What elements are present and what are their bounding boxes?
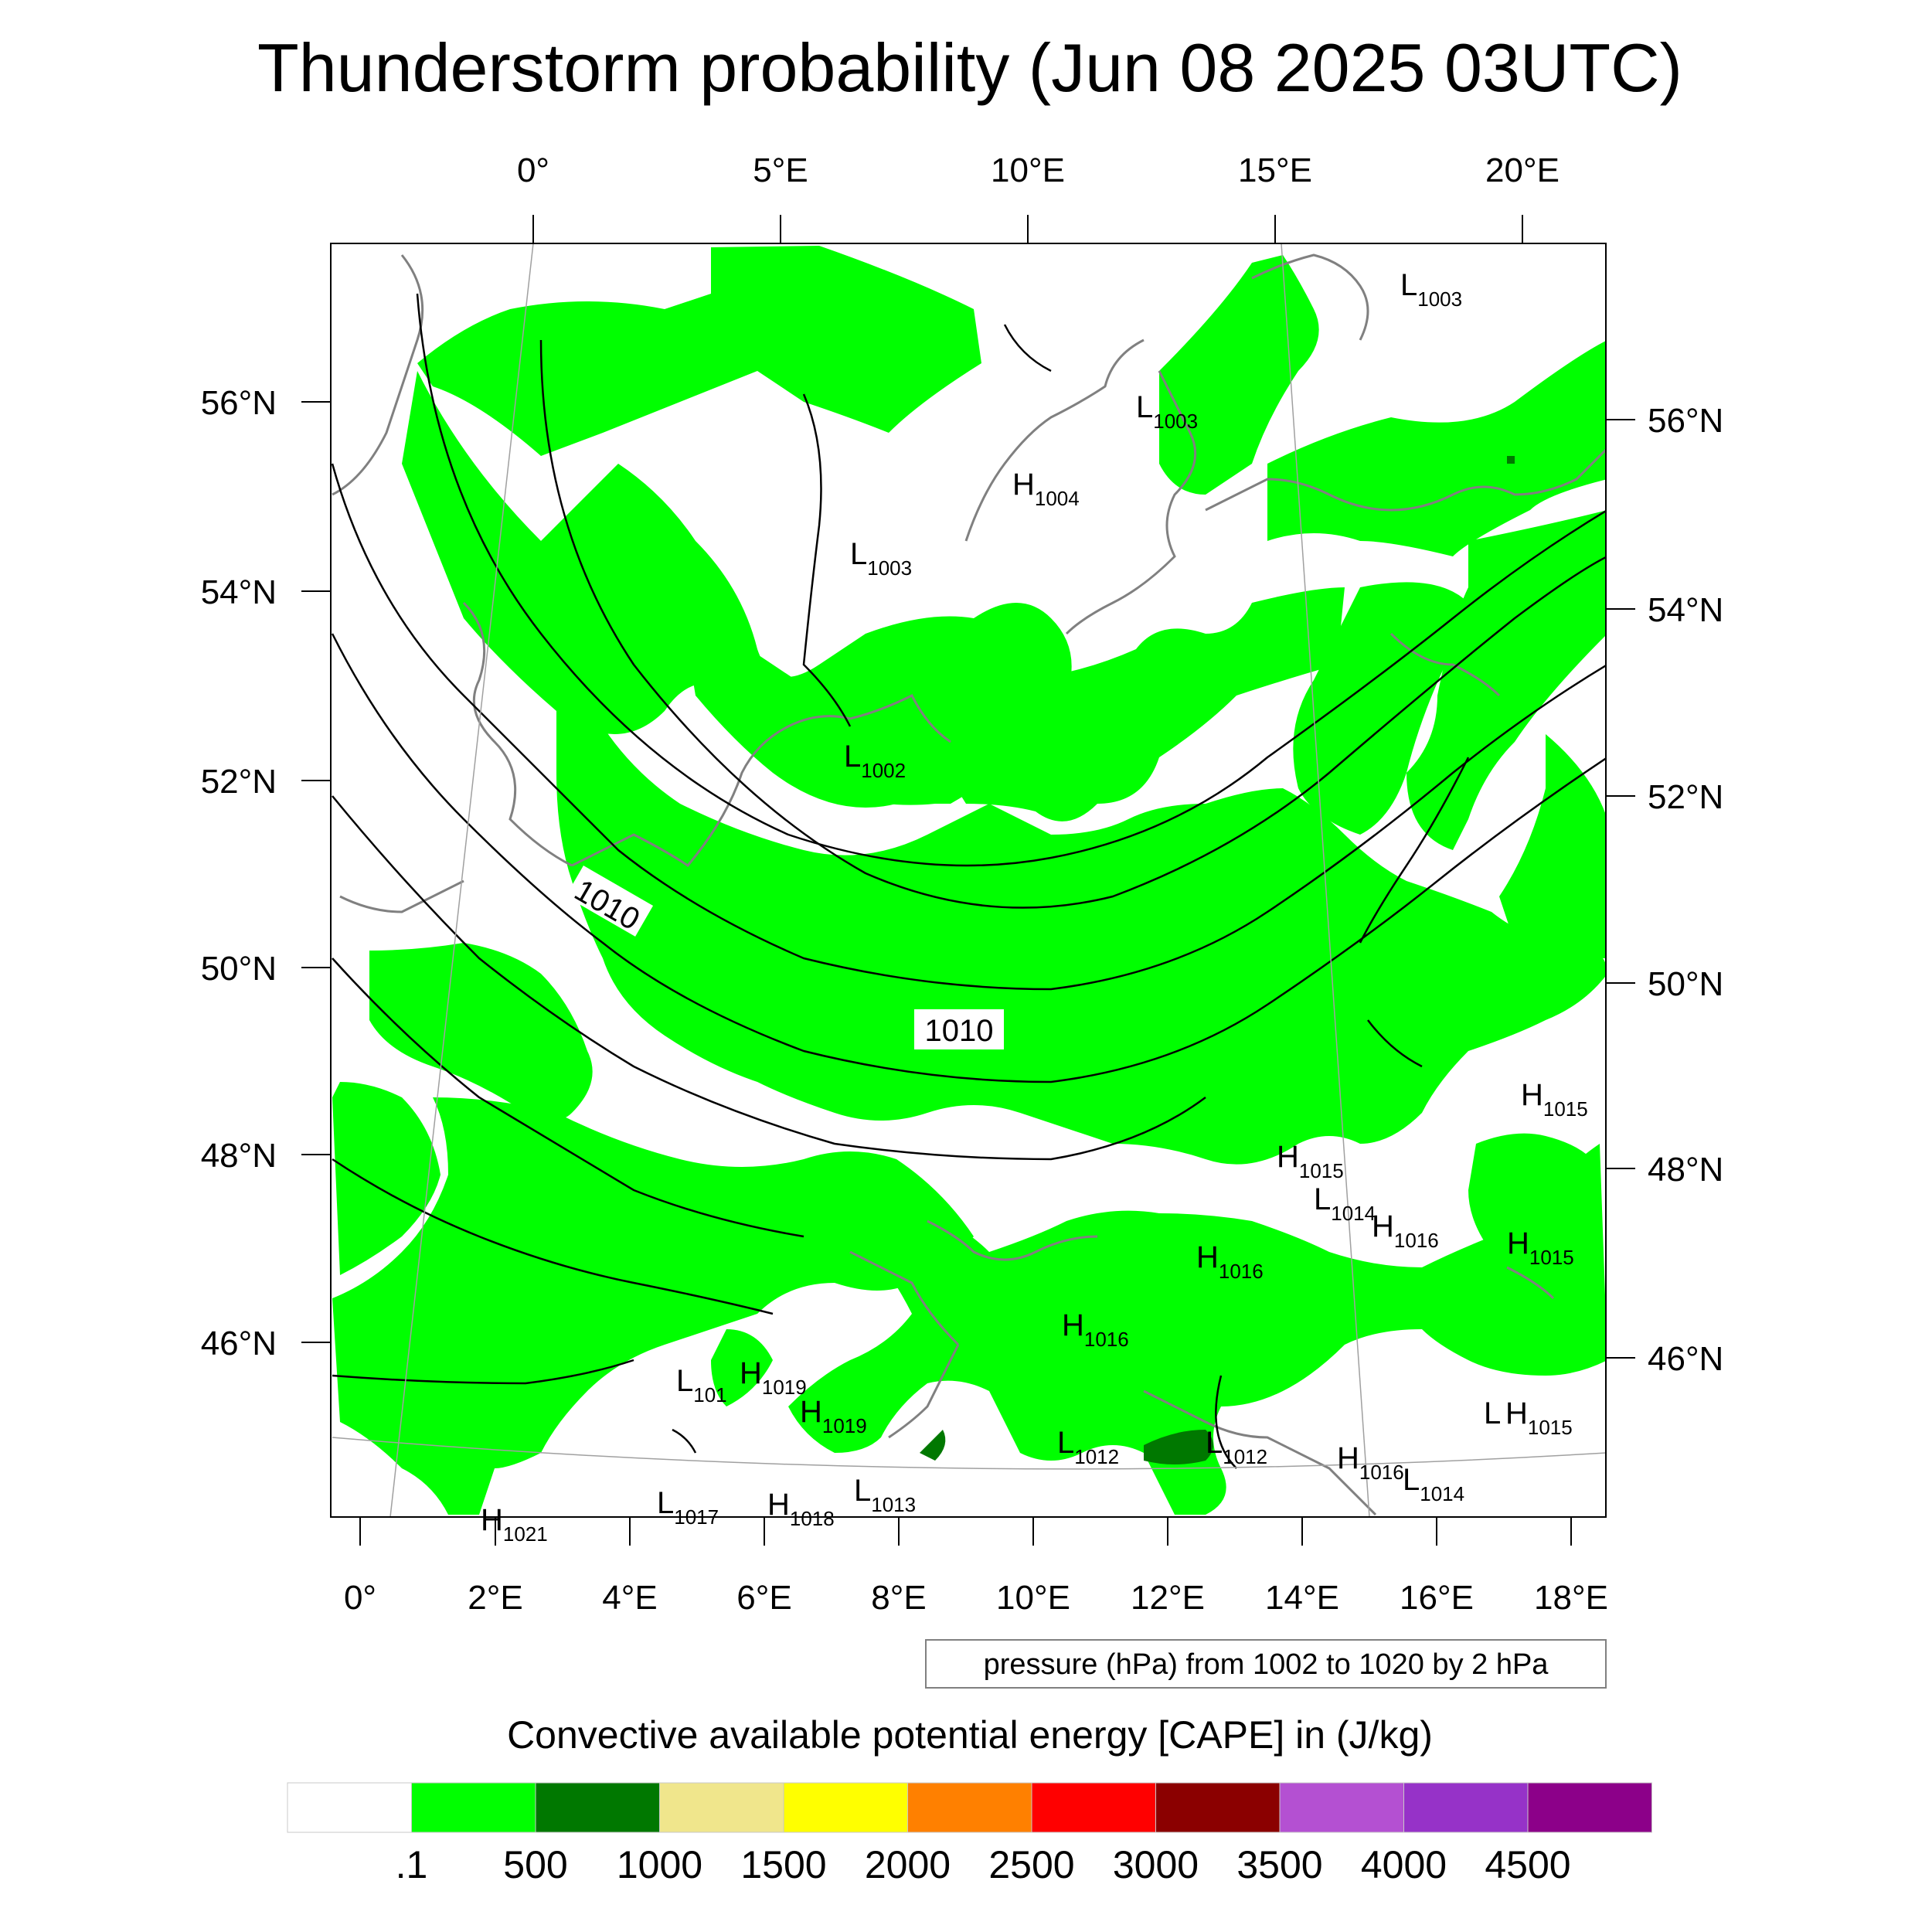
bottom-lon-label: 4°E: [602, 1579, 657, 1617]
bottom-lon-label: 14°E: [1265, 1579, 1339, 1617]
bottom-lon-label: 18°E: [1534, 1579, 1608, 1617]
isobar-label: 1010: [925, 1014, 994, 1048]
top-lon-labels: 0° 5°E 10°E 15°E 20°E: [517, 151, 1560, 189]
pressure-center-label: L: [1484, 1396, 1501, 1430]
right-lat-label: 50°N: [1648, 965, 1723, 1003]
colorbar-swatch: [1403, 1782, 1529, 1833]
colorbar-swatch: [783, 1782, 908, 1833]
pressure-center-label: H1004: [1012, 468, 1080, 510]
bottom-lon-label: 12°E: [1131, 1579, 1205, 1617]
colorbar-swatch: [1031, 1782, 1156, 1833]
bottom-lon-label: 2°E: [468, 1579, 522, 1617]
contour-note: pressure (hPa) from 1002 to 1020 by 2 hP…: [984, 1648, 1549, 1681]
colorbar-label: .1: [396, 1843, 428, 1886]
left-lat-labels: 56°N 54°N 52°N 50°N 48°N 46°N: [201, 384, 277, 1362]
top-lon-label: 10°E: [991, 151, 1065, 189]
cape-field: [332, 246, 1606, 1515]
colorbar-label: 3500: [1236, 1843, 1322, 1886]
colorbar-label: 1500: [740, 1843, 826, 1886]
bottom-lon-labels: 0° 2°E 4°E 6°E 8°E 10°E 12°E 14°E 16°E 1…: [344, 1579, 1608, 1617]
colorbar-label: 3000: [1113, 1843, 1199, 1886]
colorbar-swatch: [1279, 1782, 1404, 1833]
colorbar-swatch: [659, 1782, 784, 1833]
coastlines: [332, 253, 1606, 1516]
bottom-lon-label: 0°: [344, 1579, 376, 1617]
colorbar-label: 4500: [1485, 1843, 1570, 1886]
left-lat-label: 46°N: [201, 1325, 277, 1362]
colorbar-swatch: [535, 1782, 660, 1833]
colorbar-swatch: [411, 1782, 536, 1833]
colorbar-label: 2500: [988, 1843, 1074, 1886]
colorbar-swatch: [287, 1782, 412, 1833]
top-lon-label: 20°E: [1485, 151, 1560, 189]
left-lat-label: 50°N: [201, 950, 277, 988]
colorbar-swatch: [1155, 1782, 1281, 1833]
right-lat-label: 52°N: [1648, 778, 1723, 816]
colorbar-label: 1000: [617, 1843, 702, 1886]
top-lon-label: 15°E: [1238, 151, 1312, 189]
cape-field-dark: [920, 456, 1515, 1464]
left-lat-label: 54°N: [201, 573, 277, 611]
top-lon-label: 0°: [517, 151, 549, 189]
chart-title: Thunderstorm probability (Jun 08 2025 03…: [257, 29, 1682, 106]
left-lat-label: 48°N: [201, 1137, 277, 1175]
bottom-lon-label: 8°E: [871, 1579, 926, 1617]
colorbar-swatch: [1527, 1782, 1652, 1833]
bottom-lon-label: 16°E: [1400, 1579, 1474, 1617]
map-frame: [330, 243, 1607, 1518]
right-lat-label: 48°N: [1648, 1151, 1723, 1189]
left-lat-label: 52°N: [201, 763, 277, 801]
colorbar-label: 500: [503, 1843, 567, 1886]
bottom-lon-label: 10°E: [996, 1579, 1070, 1617]
colorbar-labels: .1 500 1000 1500 2000 2500 3000 3500 4000 4500: [396, 1843, 1571, 1886]
right-lat-label: 46°N: [1648, 1340, 1723, 1378]
map-panel: [331, 243, 1606, 1517]
isobars: [331, 293, 1606, 1469]
colorbar: [287, 1782, 1652, 1833]
bottom-lon-label: 6°E: [736, 1579, 791, 1617]
colorbar-label: 2000: [865, 1843, 951, 1886]
left-lat-label: 56°N: [201, 384, 277, 422]
top-lon-label: 5°E: [753, 151, 808, 189]
tick-marks: [301, 215, 1635, 1546]
right-lat-label: 54°N: [1648, 591, 1723, 629]
colorbar-title: Convective available potential energy [C…: [507, 1713, 1433, 1757]
right-lat-labels: 56°N 54°N 52°N 50°N 48°N 46°N: [1648, 402, 1723, 1378]
contour-note-box: [925, 1639, 1607, 1689]
right-lat-label: 56°N: [1648, 402, 1723, 440]
colorbar-swatch: [907, 1782, 1032, 1833]
colorbar-label: 4000: [1361, 1843, 1447, 1886]
graticule: [332, 243, 1606, 1517]
